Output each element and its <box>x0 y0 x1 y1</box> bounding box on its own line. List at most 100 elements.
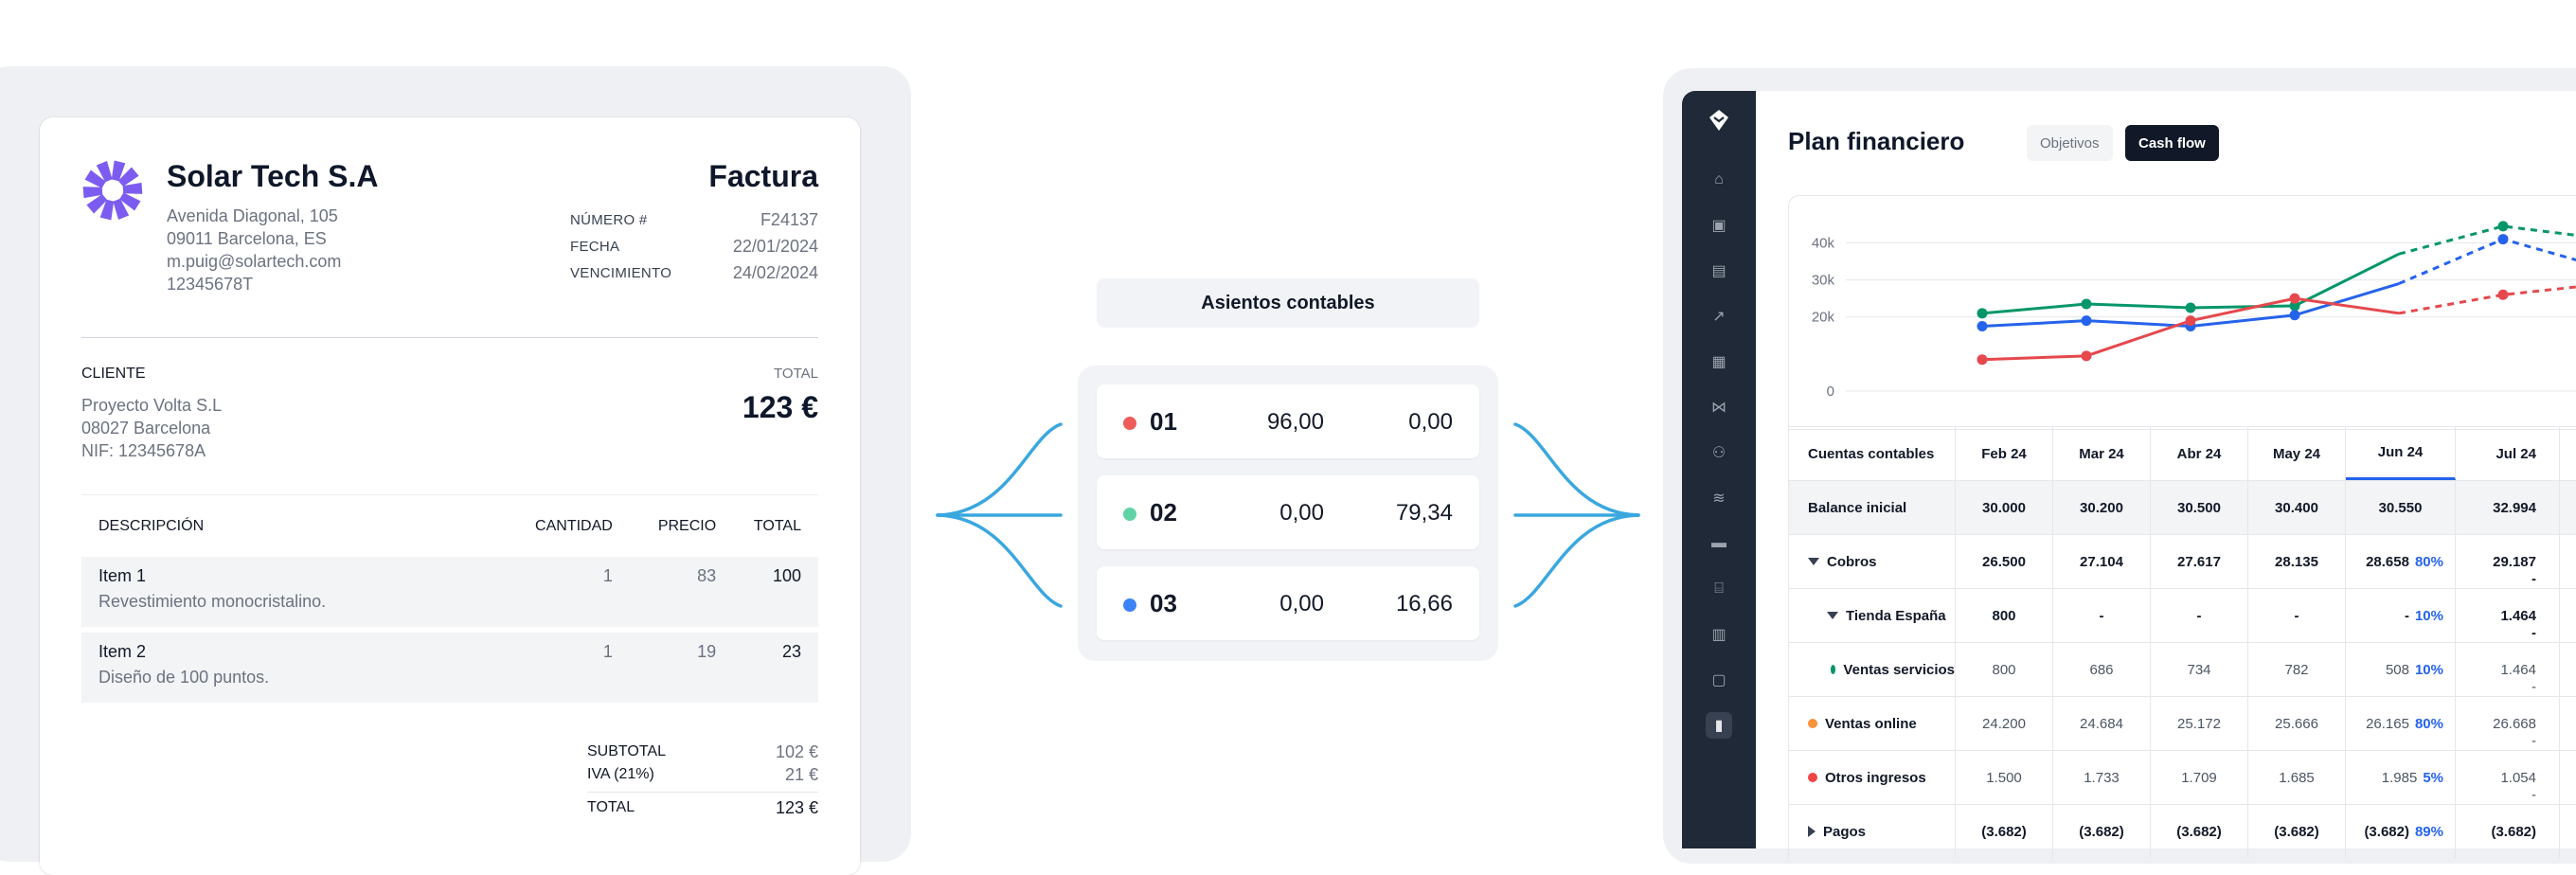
file-icon[interactable]: ▢ <box>1711 672 1726 688</box>
col-quantity: CANTIDAD <box>535 518 613 534</box>
item-price: 83 <box>697 566 717 585</box>
col-header-month[interactable]: Mar 24 <box>2053 427 2151 480</box>
data-point[interactable] <box>2289 310 2300 321</box>
document-icon[interactable]: ▦ <box>1711 354 1726 370</box>
table-row[interactable]: Tienda España 800 - - - -10% 1.464- <box>1789 588 2576 642</box>
col-header-month[interactable]: Feb 24 <box>1956 427 2053 480</box>
app-logo-icon[interactable] <box>1704 106 1734 136</box>
col-header-month[interactable]: Abr 24 <box>2151 427 2248 480</box>
cell-value: 800 <box>1956 589 2053 642</box>
entry-credit: 16,66 <box>1395 591 1453 616</box>
data-point[interactable] <box>2185 315 2196 327</box>
bank-icon[interactable]: ⌸ <box>1714 580 1724 597</box>
data-point[interactable] <box>1977 354 1988 366</box>
legend-dot-icon <box>1808 773 1817 782</box>
invoice-company-address: Avenida Diagonal, 105 09011 Barcelona, E… <box>167 205 341 295</box>
col-header-accounts: Cuentas contables <box>1789 427 1956 480</box>
table-row: Balance inicial 30.000 30.200 30.500 30.… <box>1789 480 2576 534</box>
invoice-items-table: DESCRIPCIÓN CANTIDAD PRECIO TOTAL Item 1… <box>81 508 818 708</box>
cell-value: 1.054 <box>2500 770 2536 786</box>
data-point[interactable] <box>2289 300 2300 312</box>
table-row[interactable]: Cobros 26.500 27.104 27.617 28.135 28.65… <box>1789 534 2576 588</box>
tab-cash-flow[interactable]: Cash flow <box>2125 125 2219 161</box>
cell-value: - <box>2404 607 2409 624</box>
caret-down-icon[interactable] <box>1808 558 1819 565</box>
data-point[interactable] <box>2497 221 2509 232</box>
bar-chart-icon[interactable]: ▮ <box>1706 712 1732 739</box>
data-point[interactable] <box>2081 298 2092 310</box>
col-header-month-current[interactable]: Jun 24 <box>2346 427 2456 480</box>
cell-value: 26.500 <box>1956 535 2053 588</box>
legend-dot-icon <box>1808 719 1817 728</box>
logo-ray <box>119 192 141 211</box>
address-line: m.puig@solartech.com <box>167 252 342 271</box>
cell-value: 29.187 <box>2493 554 2536 570</box>
row-label-cell: Pagos <box>1789 805 1956 858</box>
store-icon[interactable]: ▬ <box>1711 535 1726 551</box>
logo-ray <box>122 182 143 194</box>
data-point[interactable] <box>2081 315 2092 327</box>
cell-value: (3.682) <box>2053 805 2151 858</box>
cell-current: (3.682) 89% <box>2346 805 2456 858</box>
cell-last: 1.054- <box>2456 751 2560 804</box>
summary-label: IVA (21%) <box>587 766 654 782</box>
table-row[interactable]: Pagos (3.682) (3.682) (3.682) (3.682) (3… <box>1789 804 2576 858</box>
cell-current: 1.985 5% <box>2346 751 2456 804</box>
logo-ray <box>111 160 126 182</box>
tab-objetivos[interactable]: Objetivos <box>2027 125 2113 161</box>
data-point[interactable] <box>1977 321 1988 332</box>
logo-center <box>105 183 120 198</box>
data-point[interactable] <box>1977 308 1988 319</box>
caret-down-icon[interactable] <box>1827 612 1838 619</box>
journal-entry[interactable]: 03 0,00 16,66 <box>1097 566 1479 640</box>
cell-value: 1.985 <box>2381 769 2418 786</box>
data-point[interactable] <box>2289 293 2300 304</box>
share-icon[interactable]: ⋈ <box>1711 400 1726 416</box>
invoice-title: Factura <box>708 159 818 193</box>
series-projection-line <box>2398 285 2576 315</box>
col-header-month[interactable]: Jul 24 <box>2456 427 2560 480</box>
caret-right-icon[interactable] <box>1808 826 1816 837</box>
entry-debit: 96,00 <box>1266 409 1324 435</box>
row-label-cell: Ventas online <box>1789 697 1956 750</box>
meta-row: VENCIMIENTO 24/02/2024 <box>570 259 818 286</box>
data-point[interactable] <box>2185 302 2196 313</box>
percent-badge: 89% <box>2414 823 2443 840</box>
meta-label: NÚMERO # <box>570 211 648 228</box>
meta-value: F24137 <box>760 209 818 229</box>
page-title: Plan financiero <box>1788 127 1965 155</box>
invoice-summary: SUBTOTAL 102 € IVA (21%) 21 € TOTAL 123 € <box>587 741 818 819</box>
entry-code: 01 <box>1150 407 1177 436</box>
data-point[interactable] <box>2081 350 2092 362</box>
status-dot-icon <box>1123 508 1136 521</box>
home-icon[interactable]: ⌂ <box>1714 171 1724 188</box>
chart-line-icon[interactable]: ↗ <box>1712 309 1726 325</box>
cell-value: - <box>2248 589 2346 642</box>
client-label: CLIENTE <box>81 366 146 382</box>
receipt-icon[interactable]: ▤ <box>1711 263 1726 279</box>
summary-row: IVA (21%) 21 € <box>587 763 818 786</box>
journal-entry[interactable]: 01 96,00 0,00 <box>1097 384 1479 458</box>
row-label: Cobros <box>1827 553 1877 570</box>
y-tick-label: 20k <box>1812 310 1835 326</box>
cell-value: 1.685 <box>2248 751 2346 804</box>
cell-value: 782 <box>2248 643 2346 696</box>
data-point[interactable] <box>2497 234 2509 245</box>
logo-ray <box>82 187 103 199</box>
layers-icon[interactable]: ≋ <box>1712 491 1726 507</box>
cell-value: 26.165 <box>2366 715 2409 732</box>
users-icon[interactable]: ⚇ <box>1711 445 1726 461</box>
item-description: Diseño de 100 puntos. <box>98 668 270 687</box>
accounts-table: Cuentas contables Feb 24 Mar 24 Abr 24 M… <box>1788 426 2576 858</box>
col-total: TOTAL <box>753 518 801 534</box>
cell-value: 800 <box>1956 643 2053 696</box>
flow-connector-right-icon <box>1513 422 1640 608</box>
journal-entry[interactable]: 02 0,00 79,34 <box>1097 475 1479 549</box>
address-line: Avenida Diagonal, 105 <box>167 206 338 225</box>
sun-logo-icon <box>82 160 143 221</box>
summary-value: 123 € <box>775 797 818 817</box>
invoice-icon[interactable]: ▥ <box>1711 627 1726 643</box>
data-point[interactable] <box>2497 289 2509 300</box>
wallet-icon[interactable]: ▣ <box>1711 218 1726 234</box>
col-header-month[interactable]: May 24 <box>2248 427 2346 480</box>
